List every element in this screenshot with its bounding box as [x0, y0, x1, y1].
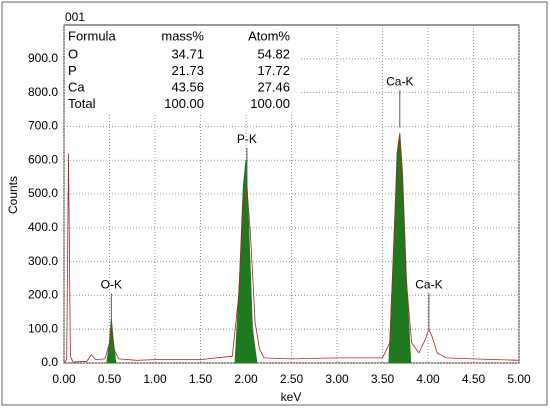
- table-cell: O: [68, 46, 78, 61]
- annotation: P-K: [237, 132, 257, 146]
- y-tick-label: 700.0: [28, 119, 58, 133]
- x-tick-label: 2.00: [234, 372, 258, 386]
- chart-title: 001: [65, 10, 85, 24]
- element-table: Formula mass% Atom% O 34.71 54.82 P 21.73 17.72 C…: [65, 26, 301, 114]
- y-tick-label: 300.0: [28, 254, 58, 268]
- table-header: mass%: [161, 28, 204, 43]
- table-background: [65, 26, 301, 114]
- x-tick-label: 3.00: [325, 372, 349, 386]
- annotation: Ca-K: [386, 75, 413, 89]
- x-tick-label: 4.00: [416, 372, 440, 386]
- table-cell: Total: [68, 96, 96, 111]
- table-cell: 100.00: [164, 96, 204, 111]
- y-axis-label: Counts: [6, 176, 20, 214]
- table-cell: 34.71: [171, 46, 204, 61]
- table-cell: 27.46: [257, 79, 290, 94]
- y-tick-label: 200.0: [28, 288, 58, 302]
- table-cell: 43.56: [171, 79, 204, 94]
- x-tick-label: 3.50: [371, 372, 395, 386]
- x-axis-label: keV: [281, 390, 302, 404]
- table-header: Atom%: [248, 28, 290, 43]
- x-tick-label: 1.50: [189, 372, 213, 386]
- x-tick-label: 1.00: [143, 372, 167, 386]
- x-tick-label: 0.00: [52, 372, 76, 386]
- annotation: Ca-K: [415, 277, 442, 291]
- annotation: O-K: [101, 277, 122, 291]
- y-tick-label: 100.0: [28, 321, 58, 335]
- x-tick-label: 0.50: [98, 372, 122, 386]
- x-tick-label: 2.50: [280, 372, 304, 386]
- y-tick-label: 800.0: [28, 85, 58, 99]
- table-cell: 100.00: [250, 96, 290, 111]
- x-tick-label: 4.50: [462, 372, 486, 386]
- y-tick-label: 0.0: [41, 355, 58, 369]
- table-cell: P: [68, 63, 77, 78]
- table-header: Formula: [68, 28, 116, 43]
- table-cell: 17.72: [257, 63, 290, 78]
- x-tick-label: 5.00: [507, 372, 531, 386]
- table-cell: 54.82: [257, 46, 290, 61]
- y-tick-label: 400.0: [28, 220, 58, 234]
- spectrum-line: [63, 136, 520, 364]
- table-cell: 21.73: [171, 63, 204, 78]
- table-cell: Ca: [68, 79, 85, 94]
- y-tick-label: 900.0: [28, 51, 58, 65]
- y-tick-label: 500.0: [28, 186, 58, 200]
- y-tick-label: 600.0: [28, 152, 58, 166]
